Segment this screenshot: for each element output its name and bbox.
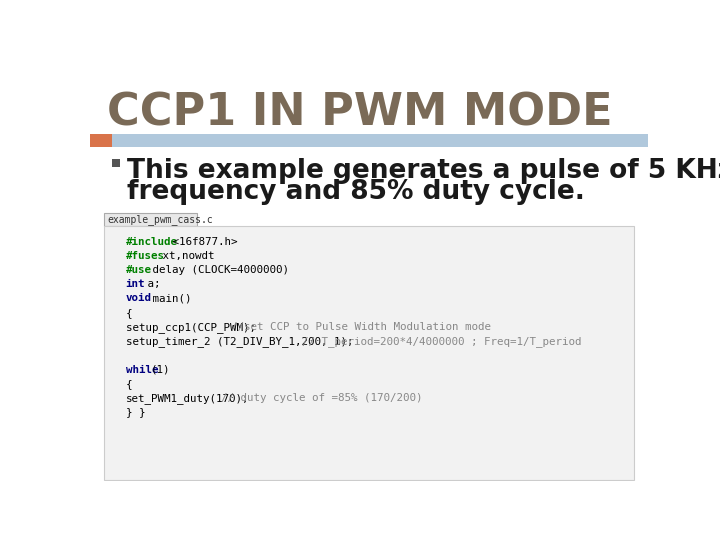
Text: example_pwm_cass.c: example_pwm_cass.c: [108, 214, 214, 225]
Text: <16f877.h>: <16f877.h>: [166, 237, 238, 246]
Text: delay (CLOCK=4000000): delay (CLOCK=4000000): [145, 265, 289, 275]
Text: {: {: [126, 308, 132, 318]
Bar: [104, 226, 634, 480]
Text: setup_ccp1(CCP_PWM);: setup_ccp1(CCP_PWM);: [126, 322, 262, 333]
Text: while: while: [126, 364, 158, 375]
Text: a;: a;: [141, 279, 161, 289]
Text: frequency and 85% duty cycle.: frequency and 85% duty cycle.: [127, 179, 585, 205]
Bar: [90, 134, 112, 147]
Text: main(): main(): [145, 294, 192, 303]
Text: This example generates a pulse of 5 KHz: This example generates a pulse of 5 KHz: [127, 158, 720, 184]
Text: //set CCP to Pulse Width Modulation mode: //set CCP to Pulse Width Modulation mode: [231, 322, 492, 332]
Bar: [112, 159, 120, 167]
Text: set_PWM1_duty(170);: set_PWM1_duty(170);: [126, 393, 249, 404]
Text: } }: } }: [126, 408, 145, 417]
Text: xt,nowdt: xt,nowdt: [156, 251, 215, 261]
Text: setup_timer_2 (T2_DIV_BY_1,200, 1);: setup_timer_2 (T2_DIV_BY_1,200, 1);: [126, 336, 353, 347]
Text: // T_period=200*4/4000000 ; Freq=1/T_period: // T_period=200*4/4000000 ; Freq=1/T_per…: [302, 336, 582, 347]
Text: (1): (1): [150, 364, 171, 375]
Text: #use: #use: [126, 265, 152, 275]
Text: // duty cycle of =85% (170/200): // duty cycle of =85% (170/200): [221, 393, 423, 403]
Text: int: int: [126, 279, 145, 289]
Bar: [112, 134, 648, 147]
Text: {: {: [126, 379, 132, 389]
Text: #fuses: #fuses: [126, 251, 165, 261]
Text: void: void: [126, 294, 152, 303]
Bar: [104, 213, 197, 226]
Text: CCP1 IN PWM MODE: CCP1 IN PWM MODE: [107, 91, 613, 134]
Text: #include: #include: [126, 237, 178, 246]
